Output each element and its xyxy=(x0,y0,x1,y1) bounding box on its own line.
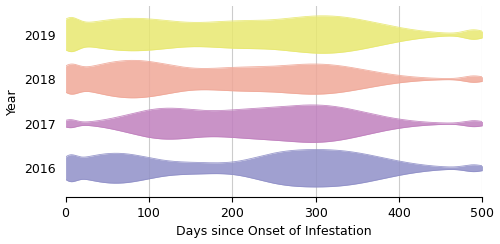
Y-axis label: Year: Year xyxy=(6,88,18,115)
X-axis label: Days since Onset of Infestation: Days since Onset of Infestation xyxy=(176,225,372,238)
